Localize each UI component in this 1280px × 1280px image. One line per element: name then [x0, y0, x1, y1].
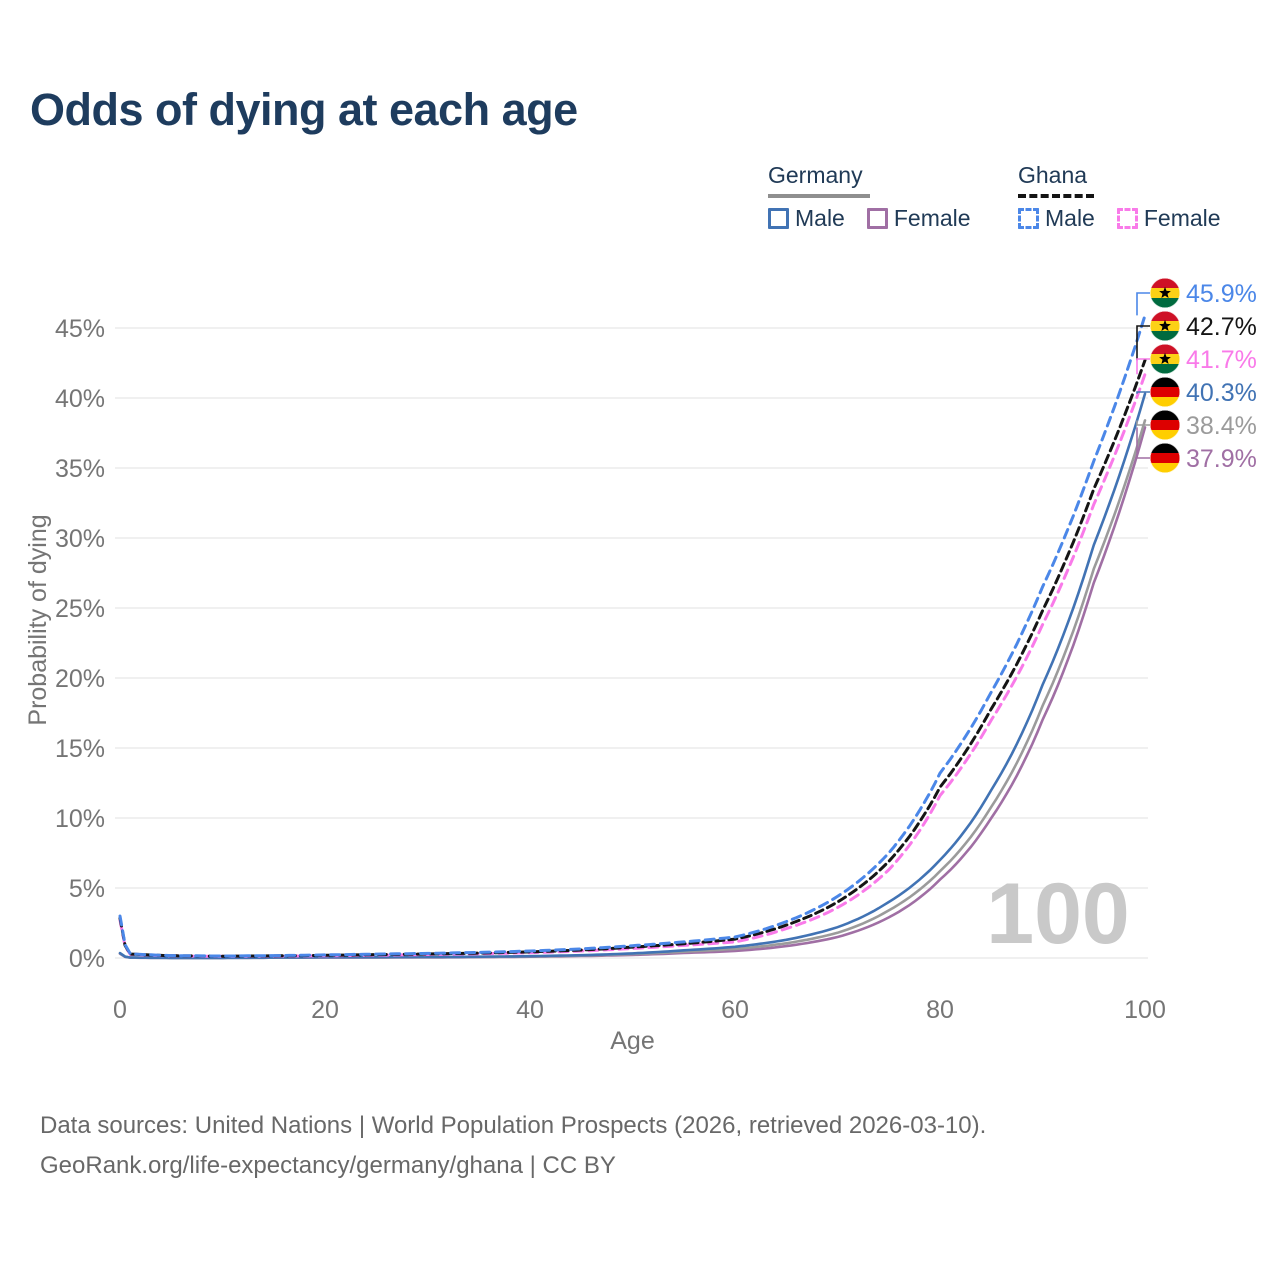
- legend-germany-header[interactable]: Germany: [768, 162, 870, 198]
- chart-footer: Data sources: United Nations | World Pop…: [40, 1106, 986, 1186]
- y-tick-label: 30%: [55, 525, 105, 553]
- x-tick-label: 60: [721, 996, 749, 1024]
- x-tick-label: 20: [311, 996, 339, 1024]
- legend-germany: Germany Male Female: [768, 162, 993, 232]
- leader-line-germany-female: [1136, 427, 1150, 459]
- x-axis-title: Age: [610, 1027, 654, 1055]
- end-label-ghana-male: 45.9%: [1186, 280, 1257, 308]
- x-tick-label: 0: [113, 996, 127, 1024]
- mortality-line-chart: 0% 5% 10% 15% 20% 25% 30% 35% 40% 45% 0 20 40 60 80 100…: [24, 278, 1257, 1055]
- y-tick-label: 15%: [55, 735, 105, 763]
- series-line-ghana-male[interactable]: [118, 313, 1147, 958]
- germany-female-swatch-icon: [866, 208, 888, 229]
- leader-line-ghana-total: [1136, 325, 1150, 361]
- x-tick-label: 80: [926, 996, 954, 1024]
- legend-germany-female[interactable]: Female: [866, 205, 971, 232]
- leader-line-ghana-male: [1136, 292, 1150, 316]
- germany-male-swatch-icon: [768, 208, 789, 229]
- flag-icon-germany: [1150, 410, 1180, 440]
- x-tick-label: 100: [1124, 996, 1166, 1024]
- attribution-text: GeoRank.org/life-expectancy/germany/ghan…: [40, 1152, 616, 1179]
- legend-ghana-header[interactable]: Ghana: [1018, 162, 1094, 198]
- flag-icon-ghana: [1150, 278, 1180, 308]
- y-tick-label: 25%: [55, 595, 105, 623]
- leader-line-germany-male: [1136, 391, 1150, 394]
- ghana-male-swatch-icon: [1018, 208, 1039, 229]
- legend-ghana-female-label: Female: [1143, 205, 1221, 231]
- x-tick-label: 40: [516, 996, 544, 1024]
- end-label-germany-female: 37.9%: [1186, 445, 1257, 473]
- legend-ghana-female[interactable]: Female: [1116, 205, 1221, 232]
- y-tick-label: 10%: [55, 805, 105, 833]
- legend-ghana-male[interactable]: Male: [1018, 205, 1095, 232]
- end-label-ghana-total: 42.7%: [1186, 313, 1257, 341]
- y-tick-label: 0%: [69, 945, 105, 973]
- page-title: Odds of dying at each age: [30, 84, 578, 135]
- flag-icon-ghana: [1150, 311, 1180, 341]
- end-label-germany-total: 38.4%: [1186, 412, 1257, 440]
- end-label-germany-male: 40.3%: [1186, 379, 1257, 407]
- legend-ghana-male-label: Male: [1045, 205, 1095, 231]
- ghana-female-swatch-icon: [1116, 208, 1138, 229]
- end-label-ghana-female: 41.7%: [1186, 346, 1257, 374]
- data-source-text: Data sources: United Nations | World Pop…: [40, 1112, 987, 1139]
- y-tick-label: 40%: [55, 385, 105, 413]
- legend-ghana: Ghana Male Female: [1018, 162, 1243, 232]
- flag-icon-ghana: [1150, 344, 1180, 374]
- legend-germany-male-label: Male: [795, 205, 845, 231]
- legend-germany-female-label: Female: [893, 205, 971, 231]
- y-tick-label: 45%: [55, 315, 105, 343]
- y-axis-title: Probability of dying: [24, 514, 52, 725]
- age-counter-watermark: 100: [986, 866, 1130, 962]
- y-tick-label: 5%: [69, 875, 105, 903]
- y-tick-label: 35%: [55, 455, 105, 483]
- flag-icon-germany: [1150, 443, 1180, 473]
- flag-icon-germany: [1150, 377, 1180, 407]
- leader-line-germany-total: [1136, 420, 1150, 426]
- legend-germany-male[interactable]: Male: [768, 205, 845, 232]
- leader-line-ghana-female: [1136, 358, 1150, 375]
- y-tick-label: 20%: [55, 665, 105, 693]
